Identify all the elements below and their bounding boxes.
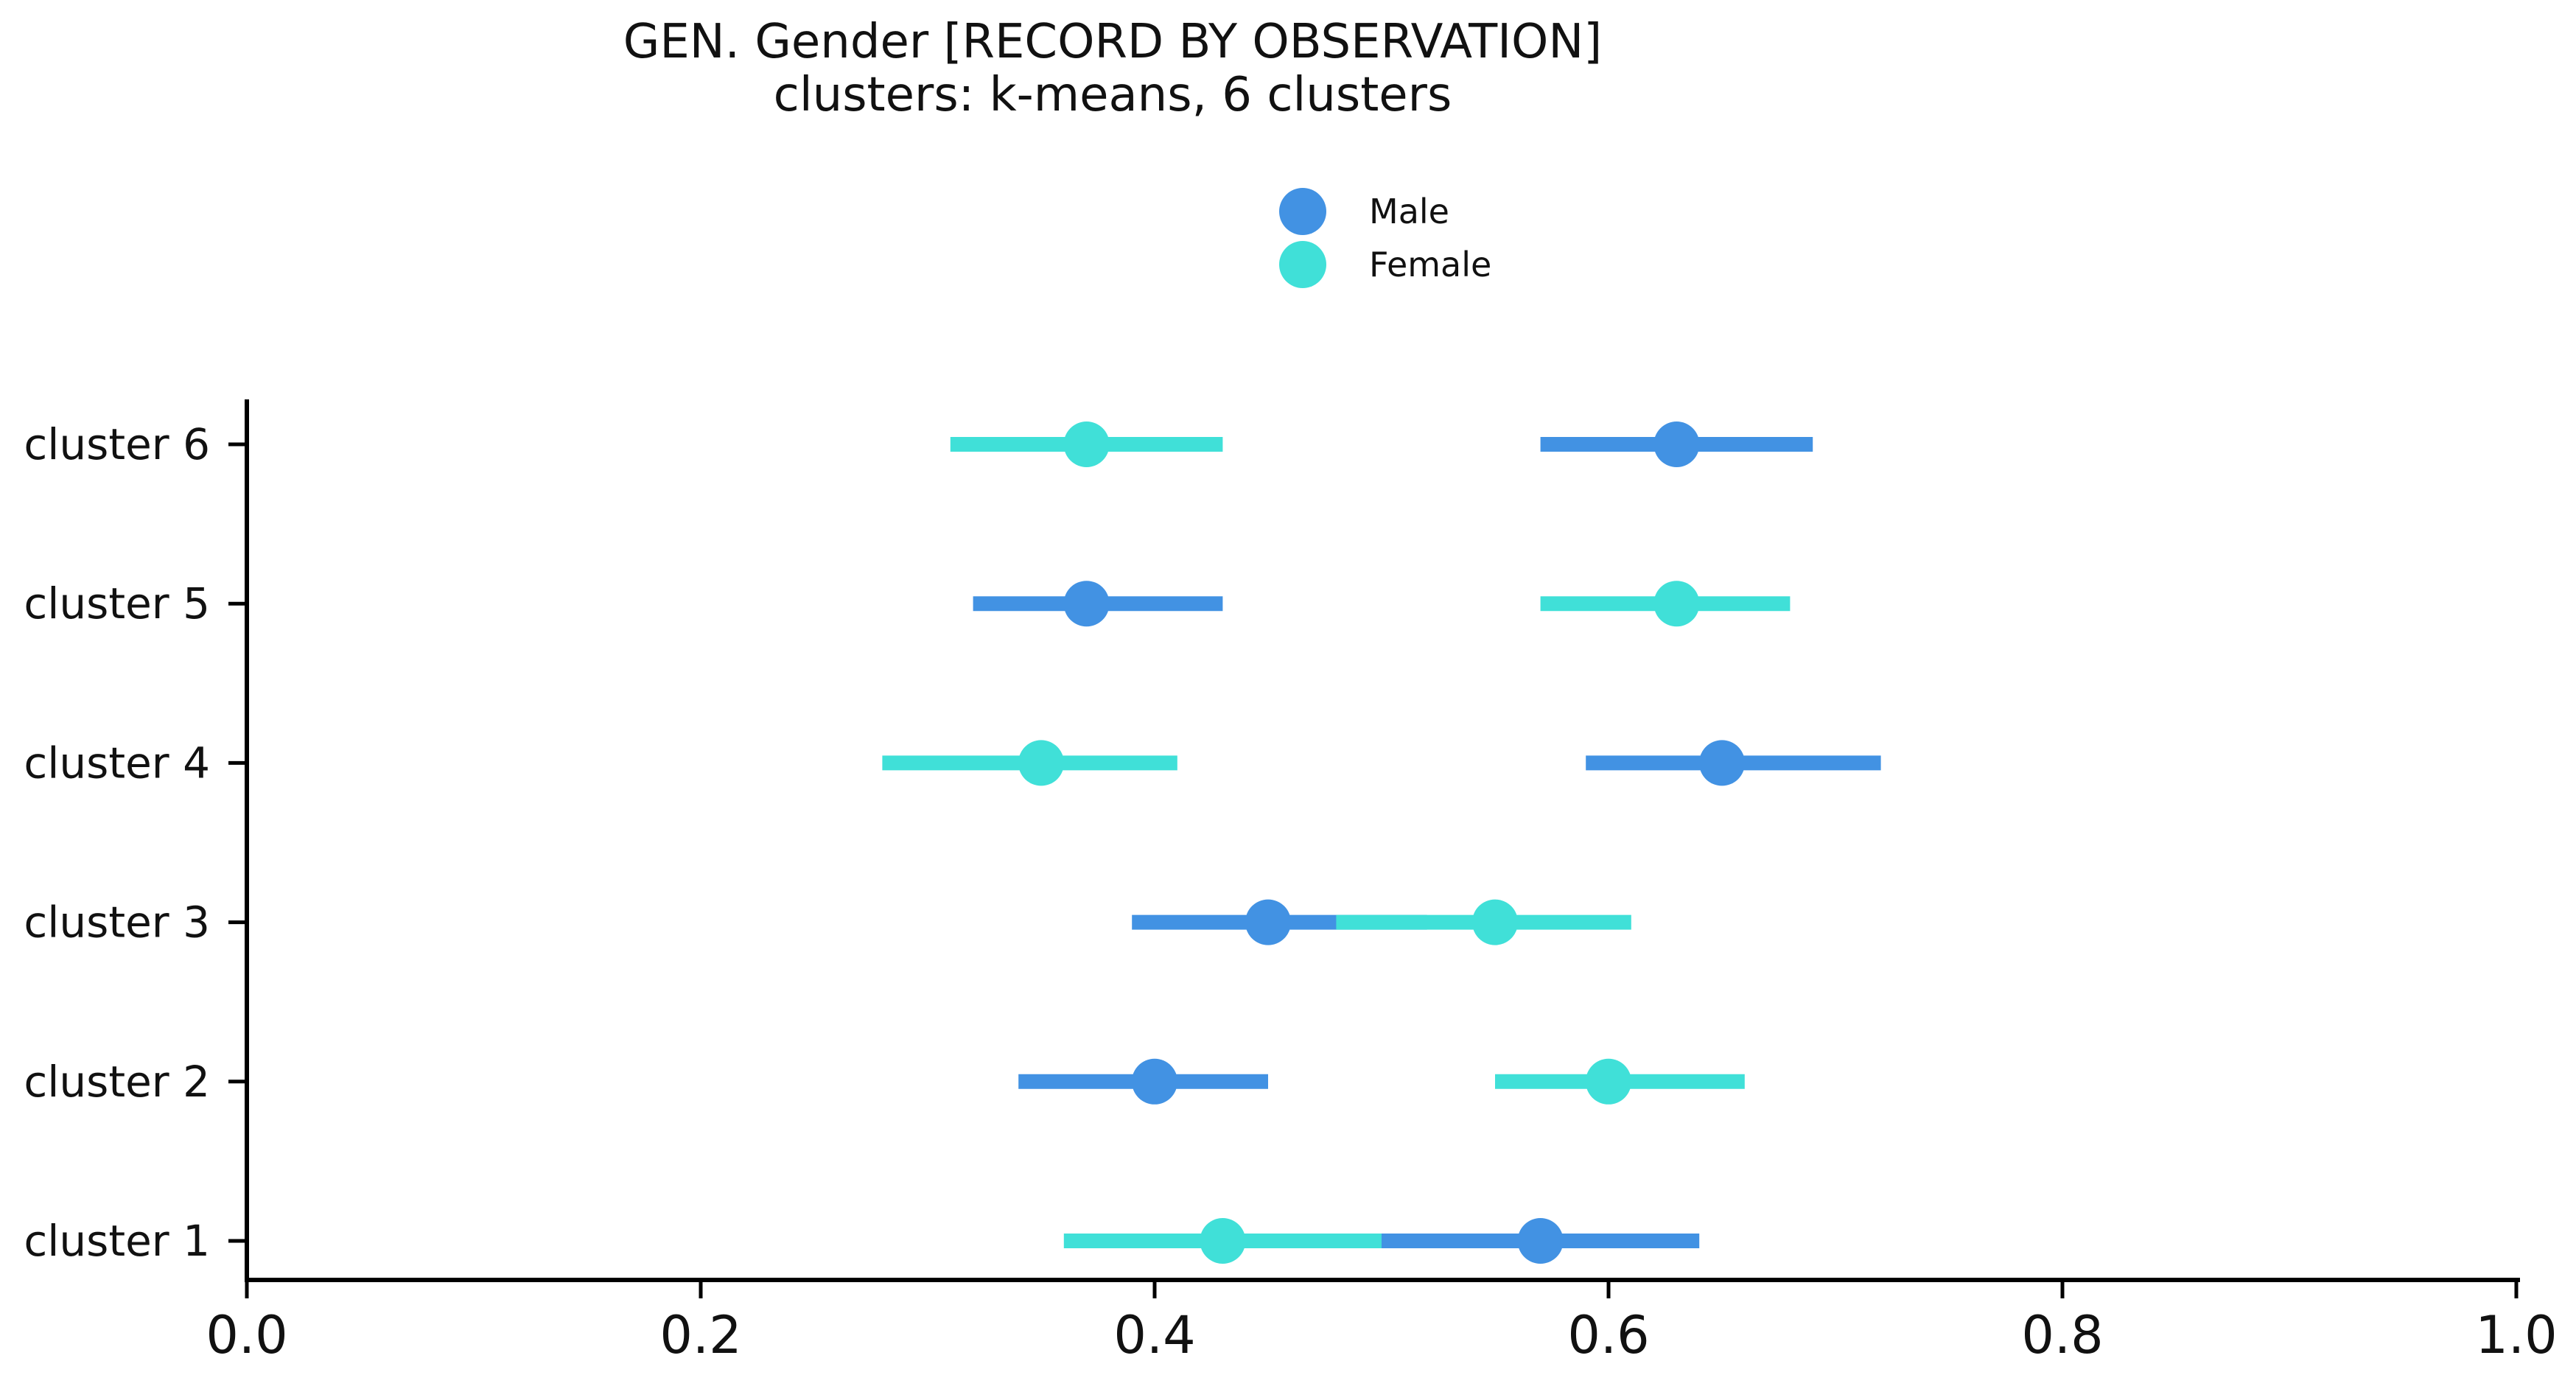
plot-marks — [882, 421, 1881, 1264]
chart-title: GEN. Gender [RECORD BY OBSERVATION] — [623, 15, 1603, 69]
axes: 0.0 0.2 0.4 0.6 0.8 1.0 cluster 6 cluster 5 clus… — [24, 399, 2558, 1365]
chart-subtitle: clusters: k-means, 6 clusters — [774, 68, 1452, 122]
data-point — [1472, 899, 1518, 945]
y-tick-label: cluster 1 — [24, 1216, 210, 1266]
y-tick-label: cluster 6 — [24, 419, 210, 469]
x-tick-label: 0.8 — [2021, 1305, 2103, 1365]
x-tick-label: 0.0 — [206, 1305, 287, 1365]
data-point — [1063, 581, 1110, 627]
data-point — [1699, 740, 1745, 786]
x-tick-label: 1.0 — [2475, 1305, 2557, 1365]
y-tick-label: cluster 3 — [24, 898, 210, 948]
legend-label: Male — [1369, 192, 1449, 231]
x-tick-label: 0.4 — [1113, 1305, 1195, 1365]
data-point — [1063, 421, 1110, 467]
data-point — [1586, 1058, 1631, 1105]
legend-marker — [1279, 241, 1326, 288]
x-tick-label: 0.2 — [659, 1305, 741, 1365]
legend: Male Female — [1279, 188, 1491, 288]
data-point — [1653, 581, 1700, 627]
data-point — [1200, 1218, 1246, 1264]
y-tick-label: cluster 2 — [24, 1057, 210, 1107]
data-point — [1132, 1058, 1177, 1105]
data-point — [1517, 1218, 1564, 1264]
y-tick-label: cluster 4 — [24, 738, 210, 788]
data-point — [1018, 740, 1064, 786]
legend-label: Female — [1369, 245, 1491, 284]
data-point — [1653, 421, 1700, 467]
x-tick-label: 0.6 — [1567, 1305, 1649, 1365]
data-point — [1245, 899, 1291, 945]
y-tick-label: cluster 5 — [24, 578, 210, 629]
legend-marker — [1279, 188, 1326, 235]
